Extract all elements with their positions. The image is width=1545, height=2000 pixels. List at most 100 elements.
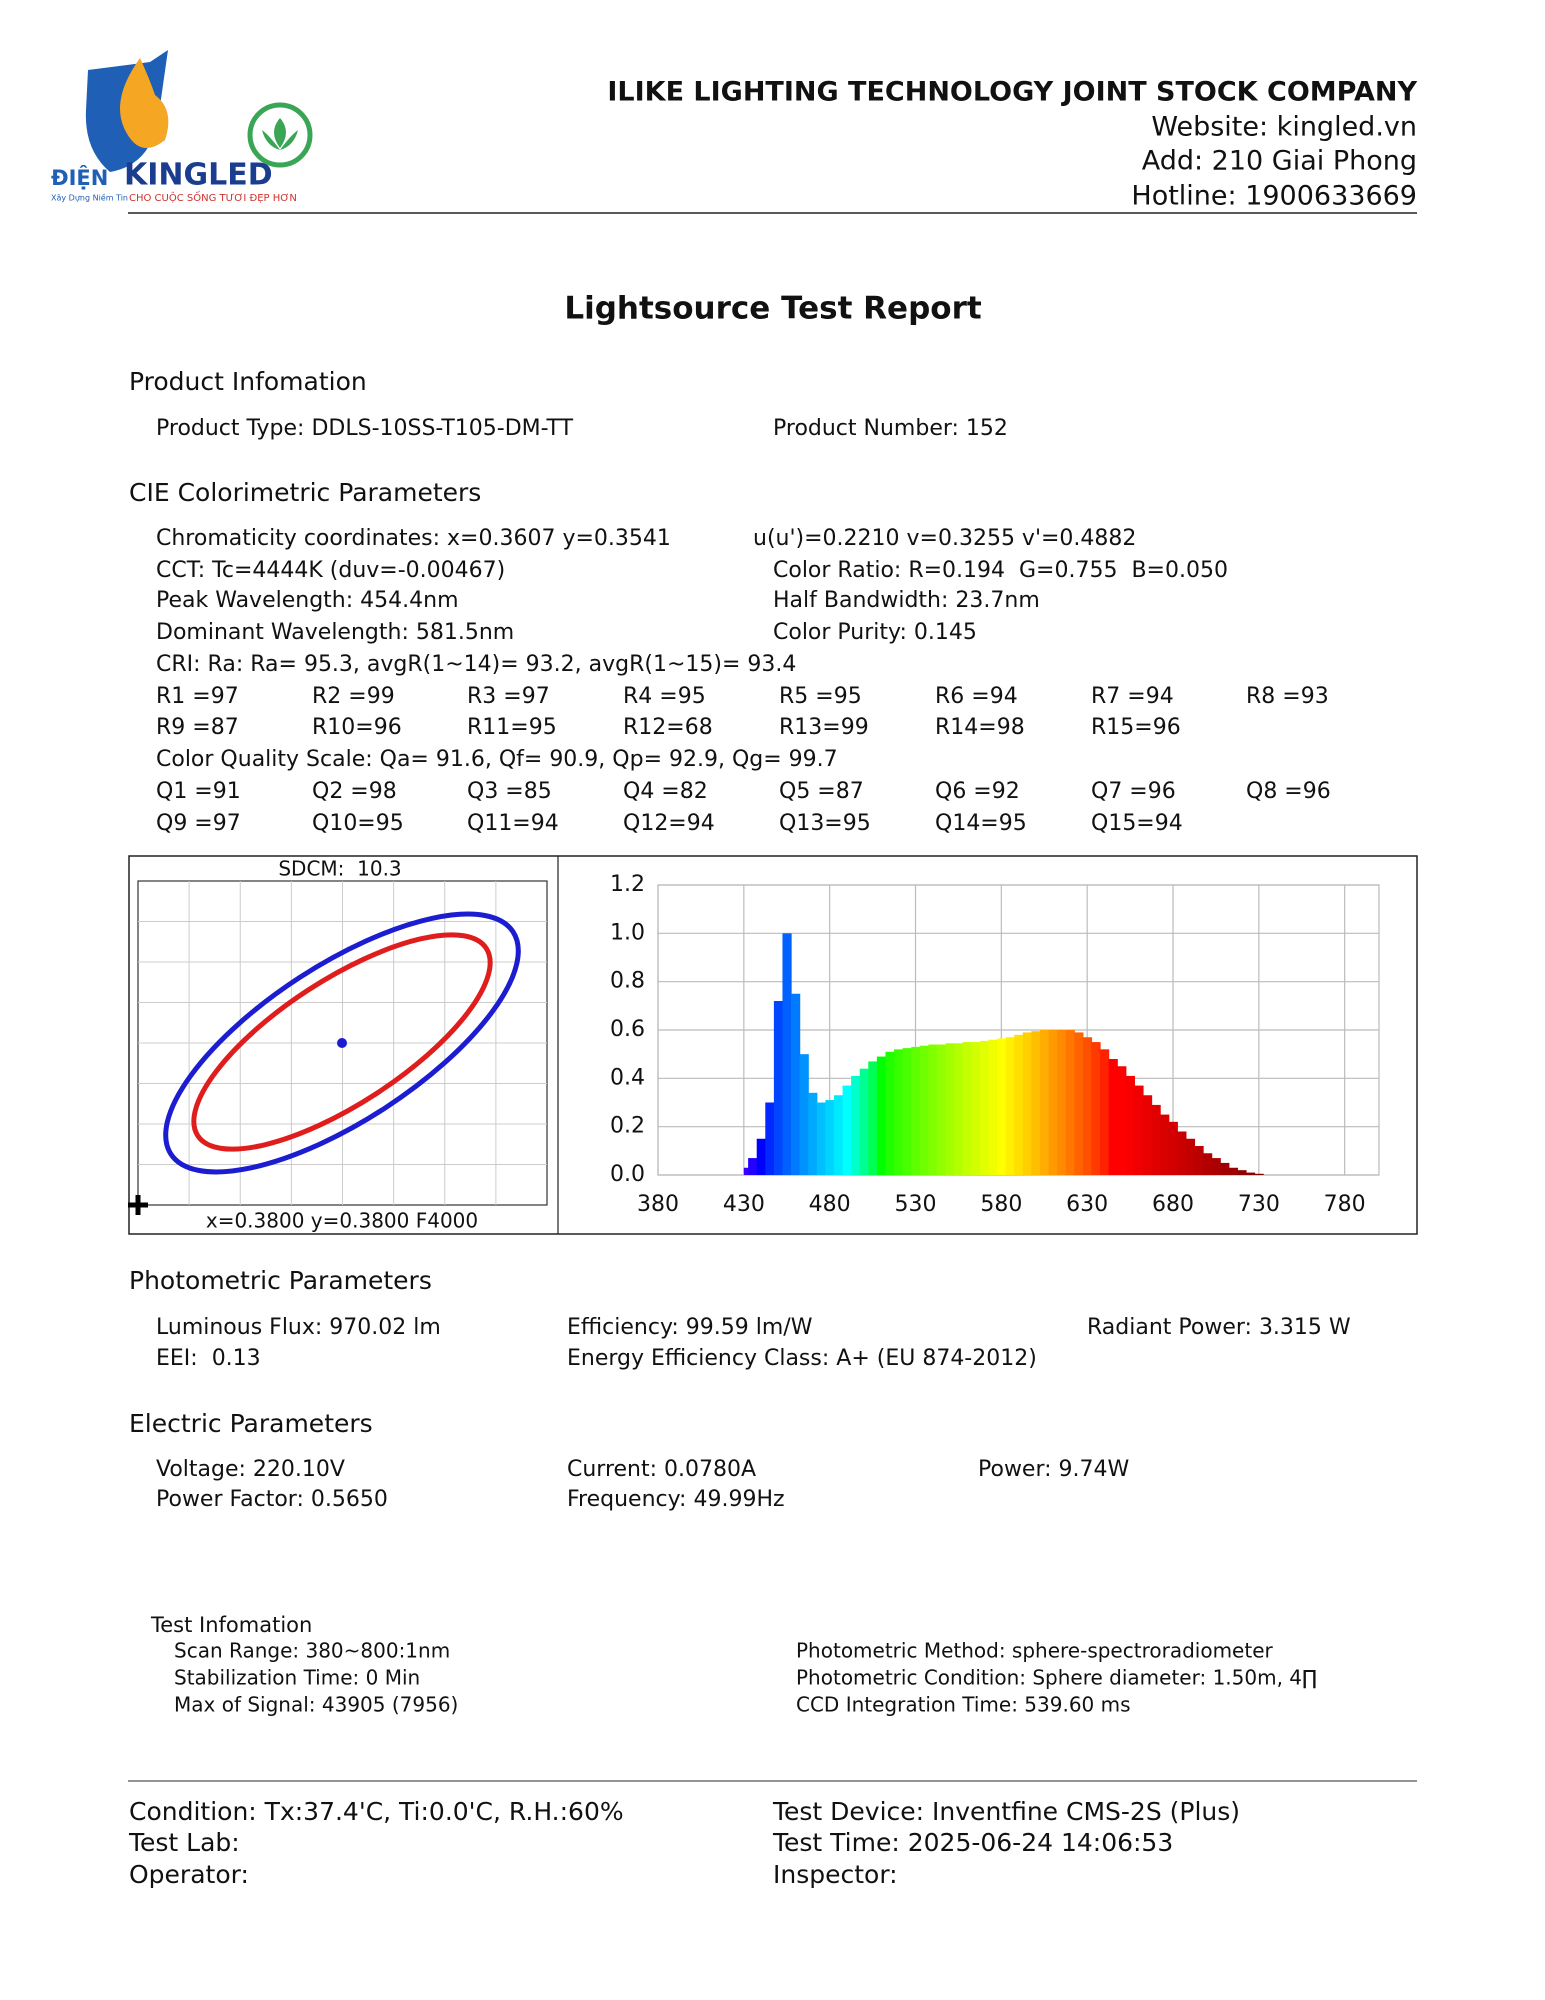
x-tick-label: 380	[637, 1192, 679, 1217]
hotline: Hotline: 1900633669	[1131, 181, 1417, 212]
eei: EEI: 0.13	[156, 1346, 261, 1371]
spectrum-strip	[799, 1054, 809, 1175]
cie-uv: u(u')=0.2210 v=0.3255 v'=0.4882	[753, 526, 1136, 551]
cie-cri: CRI: Ra: Ra= 95.3, avgR(1~14)= 93.2, avg…	[156, 652, 796, 677]
y-tick-label: 1.0	[610, 920, 645, 945]
chart-frame	[128, 855, 1418, 1235]
spectrum-strip	[1022, 1032, 1032, 1175]
spectrum-strip	[1117, 1066, 1127, 1175]
x-tick-label: 480	[809, 1192, 851, 1217]
x-tick-label: 530	[895, 1192, 937, 1217]
luminous-flux: Luminous Flux: 970.02 lm	[156, 1315, 441, 1340]
test-info-condition: Photometric Condition: Sphere diameter: …	[796, 1666, 1317, 1690]
spectrum-strip	[919, 1045, 929, 1175]
sdcm-ellipse-inner	[191, 932, 493, 1152]
spectrum-strip	[825, 1100, 835, 1175]
sdcm-plot	[128, 880, 548, 1215]
spectrum-strip	[765, 1102, 775, 1175]
spectrum-strip	[1031, 1031, 1041, 1175]
address: Add: 210 Giai Phong	[1142, 146, 1417, 177]
cqs-index: Q9 =97	[156, 811, 241, 836]
cqs-index: Q7 =96	[1091, 779, 1176, 804]
cie-cqs: Color Quality Scale: Qa= 91.6, Qf= 90.9,…	[156, 747, 838, 772]
company-name: ILIKE LIGHTING TECHNOLOGY JOINT STOCK CO…	[607, 77, 1417, 108]
logo-brand: KINGLED	[124, 158, 273, 193]
test-info-signal: Max of Signal: 43905 (7956)	[174, 1693, 458, 1717]
cri-index: R10=96	[312, 715, 402, 740]
spectrum-strip	[816, 1102, 826, 1175]
efficiency: Efficiency: 99.59 lm/W	[567, 1315, 813, 1340]
cqs-index: Q13=95	[779, 811, 871, 836]
x-tick-label: 680	[1152, 1192, 1194, 1217]
spectrum-strip	[743, 1167, 749, 1175]
cqs-index: Q8 =96	[1246, 779, 1331, 804]
logo-prefix: ĐIỆN	[51, 164, 108, 190]
cqs-index: Q14=95	[935, 811, 1027, 836]
voltage: Voltage: 220.10V	[156, 1457, 345, 1482]
logo-tagline: Xây Dựng Niềm Tin	[51, 193, 128, 204]
frequency: Frequency: 49.99Hz	[567, 1487, 785, 1512]
footer-inspector: Inspector:	[773, 1860, 898, 1889]
section-heading: Test Infomation	[150, 1613, 312, 1637]
footer-time: Test Time: 2025-06-24 14:06:53	[772, 1828, 1173, 1857]
sdcm-label: SDCM: 10.3	[278, 857, 401, 881]
power: Power: 9.74W	[978, 1457, 1130, 1482]
section-heading: Photometric Parameters	[129, 1266, 432, 1295]
y-tick-label: 0.4	[610, 1065, 645, 1090]
test-info-scan: Scan Range: 380~800:1nm	[174, 1639, 450, 1663]
product-type: Product Type: DDLS-10SS-T105-DM-TT	[156, 416, 574, 441]
cri-index: R9 =87	[156, 715, 239, 740]
spectrum-strip	[894, 1049, 904, 1175]
spectrum-strip	[997, 1038, 1007, 1175]
footer-device: Test Device: Inventfine CMS-2S (Plus)	[772, 1797, 1240, 1826]
cri-index: R8 =93	[1246, 684, 1329, 709]
spectrum-strip	[808, 1092, 818, 1175]
cri-index: R1 =97	[156, 684, 239, 709]
spectrum-strip	[1220, 1162, 1230, 1175]
spectrum-strip	[1168, 1121, 1178, 1175]
y-tick-label: 0.6	[610, 1017, 645, 1042]
spectrum-strip	[1245, 1172, 1256, 1175]
spectrum-strip	[1074, 1032, 1084, 1175]
cri-index: R6 =94	[935, 684, 1018, 709]
cri-index: R2 =99	[312, 684, 395, 709]
spectrum-strip	[945, 1043, 955, 1175]
cie-purity: Color Purity: 0.145	[773, 620, 977, 645]
y-tick-label: 0.8	[610, 969, 645, 994]
cie-peak: Peak Wavelength: 454.4nm	[156, 588, 459, 613]
spectrum-strip	[1048, 1030, 1058, 1175]
logo-lotus	[262, 118, 298, 150]
cqs-index: Q11=94	[467, 811, 559, 836]
cqs-index: Q1 =91	[156, 779, 241, 804]
spectrum-strip	[876, 1056, 887, 1175]
y-tick-label: 1.2	[610, 872, 645, 897]
cri-index: R13=99	[779, 715, 869, 740]
cie-half-bandwidth: Half Bandwidth: 23.7nm	[773, 588, 1040, 613]
report-title: Lightsource Test Report	[564, 291, 982, 327]
product-number: Product Number: 152	[773, 416, 1008, 441]
footer-lab: Test Lab:	[128, 1828, 240, 1857]
spectrum-strip	[962, 1042, 972, 1175]
spectrum-strip	[1108, 1059, 1118, 1175]
cie-chromaticity: Chromaticity coordinates: x=0.3607 y=0.3…	[156, 526, 671, 551]
section-heading: Product Infomation	[129, 367, 367, 396]
spectrum-strip	[1185, 1138, 1196, 1175]
energy-class: Energy Efficiency Class: A+ (EU 874-2012…	[567, 1346, 1037, 1371]
test-info-method: Photometric Method: sphere-spectroradiom…	[796, 1639, 1273, 1663]
cqs-index: Q6 =92	[935, 779, 1020, 804]
cri-index: R11=95	[467, 715, 557, 740]
spectrum-strip	[936, 1044, 947, 1175]
spectrum-strip	[1091, 1042, 1101, 1175]
logo-slogan: CHO CUỘC SỐNG TƯƠI ĐẸP HƠN	[129, 190, 297, 204]
spectrum-strip	[1065, 1030, 1075, 1175]
section-heading: CIE Colorimetric Parameters	[129, 478, 481, 507]
spectrum-strip	[885, 1051, 895, 1175]
spectrum-strip	[954, 1043, 964, 1175]
spectrum-strip	[1134, 1085, 1144, 1175]
spectrum-strip	[911, 1046, 921, 1175]
spectrum-strip	[833, 1095, 844, 1175]
sdcm-reference: x=0.3800 y=0.3800 F4000	[206, 1209, 478, 1233]
spectrum-strip	[842, 1085, 852, 1175]
spectrum-strip	[1039, 1030, 1050, 1175]
